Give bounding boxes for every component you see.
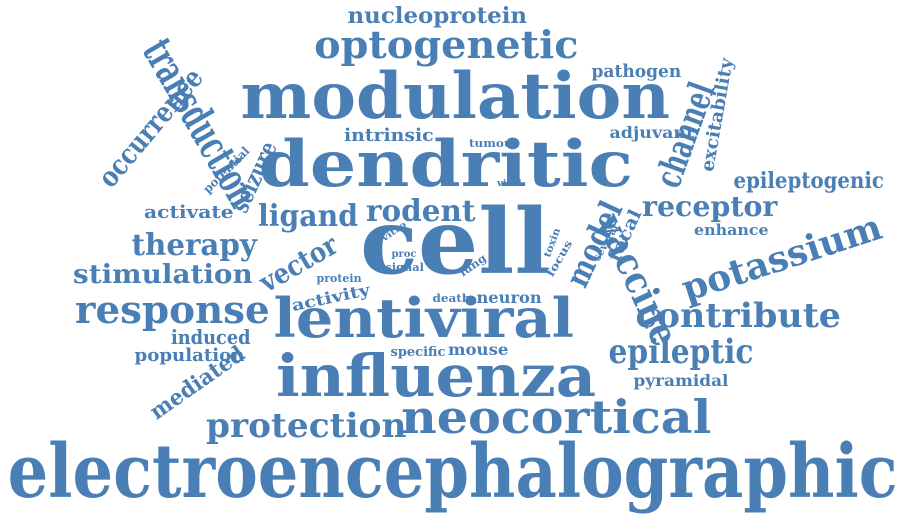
word-mouse: mouse xyxy=(448,340,509,359)
word-therapy: therapy xyxy=(131,228,257,263)
word-epileptogenic: epileptogenic xyxy=(733,168,884,194)
word-rodent: rodent xyxy=(366,194,476,229)
word-pathogen: pathogen xyxy=(591,61,681,82)
word-modulation: modulation xyxy=(240,59,670,134)
word-contribute: contribute xyxy=(635,296,841,336)
word-influenza: influenza xyxy=(275,342,597,410)
word-pyramidal: pyramidal xyxy=(633,371,729,390)
word-optogenetic: optogenetic xyxy=(313,22,578,67)
word-proc: proc xyxy=(391,249,417,260)
word-response: response xyxy=(74,287,270,332)
word-receptor: receptor xyxy=(641,190,777,223)
word-population: population xyxy=(134,345,245,366)
word-ligand: ligand xyxy=(258,199,358,234)
word-signal: signal xyxy=(384,260,424,274)
word-cell: cell xyxy=(359,189,551,295)
word-nucleoprotein: nucleoprotein xyxy=(347,3,527,29)
word-viral: viral xyxy=(496,178,522,189)
word-neuron: neuron xyxy=(476,288,542,307)
word-dendritic: dendritic xyxy=(258,127,634,202)
word-protein: protein xyxy=(316,271,362,285)
word-stimulation: stimulation xyxy=(73,260,253,290)
word-enhance: enhance xyxy=(693,220,769,239)
word-electroencephalographic: electroencephalographic xyxy=(7,429,898,515)
word-lentiviral: lentiviral xyxy=(272,286,574,350)
word-activate: activate xyxy=(144,202,234,223)
word-specific: specific xyxy=(390,344,446,360)
word-death: death xyxy=(431,291,470,305)
word-induced: induced xyxy=(170,325,251,349)
word-intrinsic: intrinsic xyxy=(343,125,434,146)
word-adjuvant: adjuvant xyxy=(609,123,695,142)
word-epileptic: epileptic xyxy=(608,332,754,372)
word-neocortical: neocortical xyxy=(400,390,712,444)
word-protection: protection xyxy=(206,406,407,446)
word-tumour: tumour xyxy=(469,136,519,150)
